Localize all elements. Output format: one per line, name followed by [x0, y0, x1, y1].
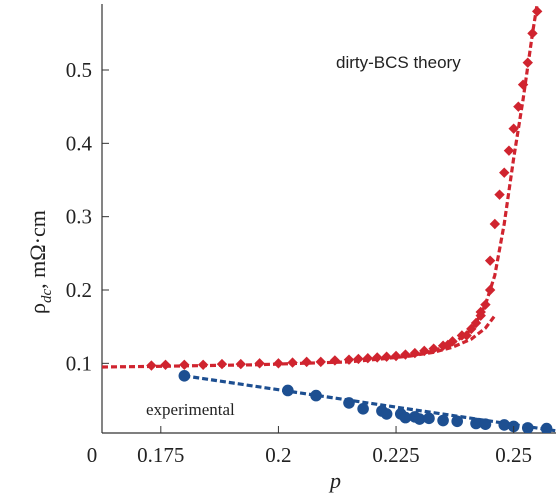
- experimental-point: [470, 417, 482, 430]
- x-axis-title: p: [328, 468, 341, 493]
- bcs-theory-point: [489, 218, 501, 230]
- x-tick-label: 0.225: [372, 443, 419, 467]
- bcs-theory-point: [216, 358, 228, 370]
- bcs-theory-point: [480, 299, 491, 310]
- experimental-point: [540, 422, 553, 433]
- bcs-theory-point: [254, 358, 265, 369]
- bcs-theory-point: [461, 330, 472, 341]
- experimental-point: [380, 408, 393, 420]
- experimental-point: [178, 370, 191, 382]
- experimental-point: [357, 403, 369, 415]
- experimental-point: [399, 411, 412, 424]
- bcs-theory-point: [527, 28, 538, 39]
- experimental-point: [451, 415, 464, 428]
- bcs-theory-point: [179, 359, 190, 370]
- series-layer: [102, 3, 557, 433]
- x-tick-label: 0.175: [137, 443, 184, 467]
- bcs-theory-point: [146, 360, 157, 371]
- bcs-theory-point: [197, 359, 209, 370]
- y-axis-title-rest: , mΩ·cm: [25, 210, 50, 289]
- bcs-theory-point: [362, 353, 374, 364]
- x-tick-label: 0.25: [495, 443, 532, 467]
- bcs-theory-point: [301, 356, 312, 368]
- bcs-theory-point: [503, 145, 515, 156]
- x-origin-label: 0: [87, 443, 98, 467]
- experimental-point: [282, 384, 294, 397]
- bcs-theory-point: [353, 353, 364, 365]
- bcs-theory-point: [470, 317, 482, 329]
- y-axis-title-main: ρ: [25, 303, 50, 314]
- bcs-theory-point: [442, 339, 453, 351]
- y-tick-label: 0.2: [66, 278, 92, 302]
- bcs-theory-point: [273, 358, 284, 369]
- tick-layer: 0.175 0.2 0.225 0.25 0 0.1 0.2 0.3 0.4 0.5: [66, 58, 532, 467]
- experimental-point: [413, 413, 426, 425]
- plot-frame: [101, 4, 556, 434]
- bcs-theory-point: [494, 189, 505, 200]
- experimental-point: [521, 422, 534, 433]
- experimental-point: [310, 389, 322, 402]
- bcs-theory-point: [419, 345, 430, 357]
- bcs-theory-point: [381, 351, 392, 362]
- bcs-theory-point: [343, 354, 355, 365]
- y-axis-title-sub: dc: [39, 289, 55, 304]
- bcs-theory-point: [372, 352, 383, 363]
- y-axis-title: ρdc, mΩ·cm: [25, 210, 55, 314]
- bcs-theory-point: [513, 101, 524, 112]
- bcs-theory-point: [235, 358, 246, 370]
- series-label-dirty-bcs: dirty-BCS theory: [336, 53, 461, 72]
- bcs-theory-point: [499, 167, 510, 178]
- bcs-theory-point: [531, 6, 543, 17]
- bcs-theory-point: [517, 79, 529, 90]
- experimental-point: [498, 419, 511, 431]
- y-tick-label: 0.3: [66, 205, 92, 229]
- bcs-theory-point: [508, 123, 519, 134]
- bcs-theory-point: [484, 255, 496, 266]
- bcs-theory-point: [475, 306, 486, 318]
- bcs-theory-point: [390, 350, 402, 362]
- bcs-theory-point: [329, 355, 341, 366]
- bcs-theory-point: [315, 356, 326, 368]
- y-tick-label: 0.5: [66, 58, 92, 82]
- bcs-theory-point: [160, 359, 171, 370]
- bcs-theory-point: [466, 323, 477, 335]
- y-tick-label: 0.4: [66, 131, 93, 155]
- y-tick-label: 0.1: [66, 351, 92, 375]
- bcs-theory-point: [287, 357, 298, 368]
- bcs-theory-curve: [102, 3, 539, 369]
- bcs-theory-curve-branch: [409, 314, 497, 358]
- series-label-experimental: experimental: [146, 400, 235, 419]
- experimental-point: [343, 397, 355, 409]
- experimental-point: [437, 414, 449, 427]
- experimental-point: [479, 418, 492, 431]
- bcs-theory-point: [400, 349, 411, 360]
- bcs-theory-point: [484, 284, 496, 296]
- x-tick-label: 0.2: [265, 443, 291, 467]
- bcs-theory-point: [522, 57, 533, 68]
- bcs-theory-point: [428, 343, 439, 354]
- plot-area: [102, 3, 557, 433]
- bcs-theory-point: [409, 347, 421, 359]
- experimental-point: [423, 412, 435, 425]
